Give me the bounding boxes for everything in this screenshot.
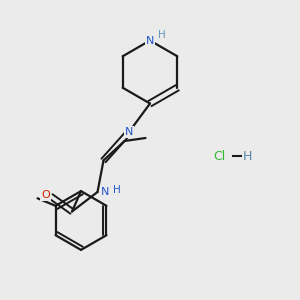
Text: O: O bbox=[41, 190, 50, 200]
Text: H: H bbox=[243, 149, 252, 163]
Text: H: H bbox=[158, 30, 165, 40]
Text: N: N bbox=[125, 127, 133, 137]
Text: N: N bbox=[146, 35, 154, 46]
Text: Cl: Cl bbox=[213, 149, 225, 163]
Text: N: N bbox=[101, 187, 109, 197]
Text: H: H bbox=[113, 185, 121, 196]
